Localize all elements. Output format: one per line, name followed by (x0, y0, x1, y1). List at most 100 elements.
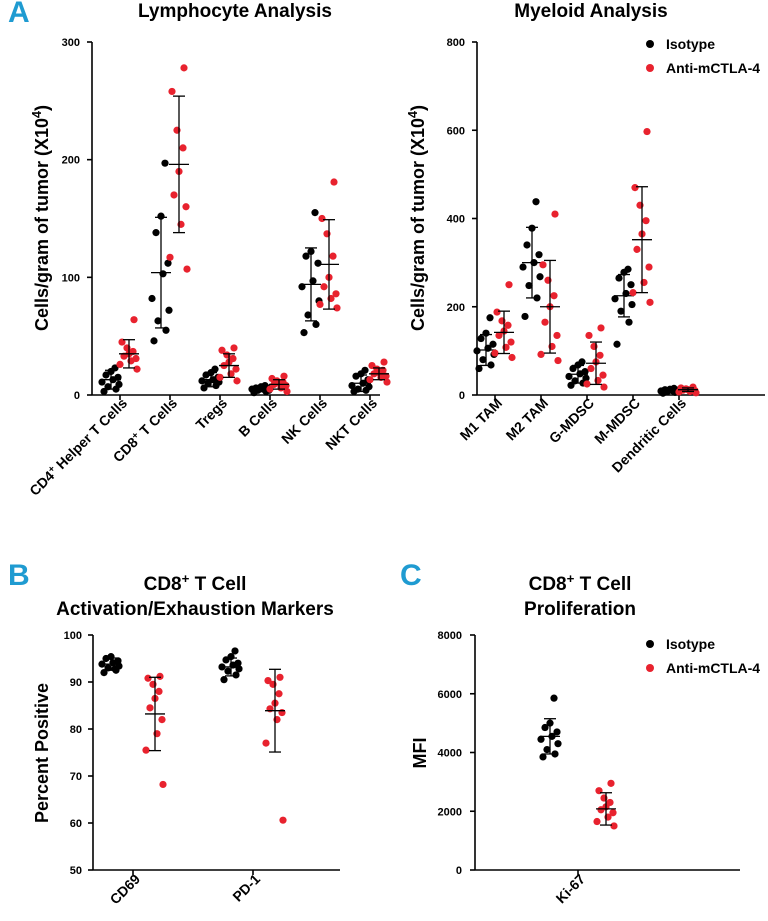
y-tick-label: 8000 (438, 630, 462, 642)
y-tick-label: 400 (447, 214, 465, 226)
treated-point (646, 298, 654, 306)
treated-point (689, 383, 697, 391)
y-tick-label: 100 (62, 272, 80, 284)
isotype-point (115, 380, 123, 389)
treated-point (332, 290, 340, 298)
treated-point (491, 349, 499, 357)
treated-point (166, 253, 174, 261)
treated-point (116, 360, 124, 369)
y-tick-label: 800 (447, 37, 465, 49)
y-tick-label: 100 (64, 630, 82, 642)
chart-title-line2: Proliferation (524, 599, 636, 620)
treated-point (144, 674, 152, 682)
treated-point (642, 217, 650, 225)
isotype-point (581, 368, 589, 376)
treated-point (593, 817, 601, 826)
treated-point (609, 809, 617, 817)
treated-point (596, 351, 604, 359)
treated-point (230, 344, 238, 352)
activation-chart: CD8+ T Cell Activation/Exhaustion Markers… (32, 571, 340, 908)
treated-point (218, 346, 226, 354)
isotype-point (304, 311, 312, 319)
treated-point (643, 127, 651, 136)
treated-point (539, 261, 547, 269)
treated-point (329, 252, 337, 260)
myeloid-chart: Myeloid Analysis 0 200 400 600 800 Cells/gram … (406, 1, 765, 475)
treated-point (383, 378, 391, 386)
treated-point (275, 690, 283, 698)
isotype-point (536, 273, 544, 281)
treated-point (318, 214, 326, 223)
isotype-point (617, 307, 625, 315)
treated-point (280, 372, 288, 380)
treated-point (537, 350, 545, 359)
isotype-legend-label: Isotype (666, 636, 715, 652)
isotype-point (611, 295, 619, 303)
y-axis-label: Cells/gram of tumor (X104) (406, 105, 428, 331)
y-tick-label: 6000 (438, 689, 462, 701)
treated-legend-label: Anti-mCTLA-4 (666, 60, 760, 76)
treated-point (316, 300, 324, 308)
isotype-point (234, 659, 242, 667)
isotype-point (486, 314, 494, 322)
y-tick-label: 80 (70, 724, 82, 736)
isotype-point (535, 251, 543, 259)
isotype-point (615, 274, 623, 282)
treated-point (599, 371, 607, 379)
treated-legend-marker (646, 64, 654, 72)
treated-point (264, 676, 272, 685)
isotype-point (148, 294, 156, 303)
chart-title-line1: CD8+ T Cell (144, 571, 247, 596)
treated-point (507, 338, 515, 346)
isotype-point (543, 745, 551, 754)
isotype-point (231, 647, 239, 655)
treated-point (587, 364, 595, 373)
isotype-point (150, 337, 158, 345)
isotype-legend-marker (646, 640, 654, 648)
treated-point (504, 321, 512, 329)
category-label: NK Cells (278, 395, 330, 447)
isotype-point (361, 366, 369, 374)
chart-title-line2: Activation/Exhaustion Markers (56, 599, 334, 620)
treated-point (180, 64, 188, 72)
isotype-point (302, 252, 310, 260)
treated-point (597, 324, 605, 332)
isotype-point (628, 300, 636, 309)
isotype-point (613, 340, 621, 348)
isotype-point (539, 753, 547, 761)
treated-point (146, 704, 154, 712)
isotype-point (525, 281, 533, 290)
category-label: CD69 (106, 871, 143, 908)
isotype-point (578, 358, 586, 366)
isotype-point (224, 667, 232, 675)
isotype-point (554, 740, 562, 748)
treated-point (583, 380, 591, 388)
treated-legend-marker (646, 664, 654, 672)
chart-title-line1: CD8+ T Cell (529, 571, 632, 596)
isotype-legend-marker (646, 40, 654, 48)
category-label: Ki-67 (553, 871, 589, 907)
y-tick-label: 70 (70, 771, 82, 783)
isotype-point (152, 229, 160, 237)
y-tick-label: 60 (70, 818, 82, 830)
category-label: NKT Cells (322, 395, 380, 453)
isotype-point (479, 356, 487, 364)
treated-point (631, 184, 639, 192)
treated-point (330, 178, 338, 186)
chart-title: Lymphocyte Analysis (138, 1, 332, 22)
treated-point (158, 716, 166, 724)
y-tick-label: 90 (70, 677, 82, 689)
isotype-point (165, 306, 173, 314)
isotype-point (154, 317, 162, 325)
y-axis-label: Percent Positive (32, 683, 52, 823)
isotype-point (625, 318, 633, 326)
isotype-legend-label: Isotype (666, 36, 715, 52)
panel-letter-a: A (8, 0, 30, 29)
treated-point (183, 265, 191, 273)
treated-point (155, 687, 163, 696)
isotype-point (312, 320, 320, 328)
isotype-point (114, 657, 122, 665)
isotype-point (521, 312, 529, 321)
isotype-point (473, 347, 481, 355)
